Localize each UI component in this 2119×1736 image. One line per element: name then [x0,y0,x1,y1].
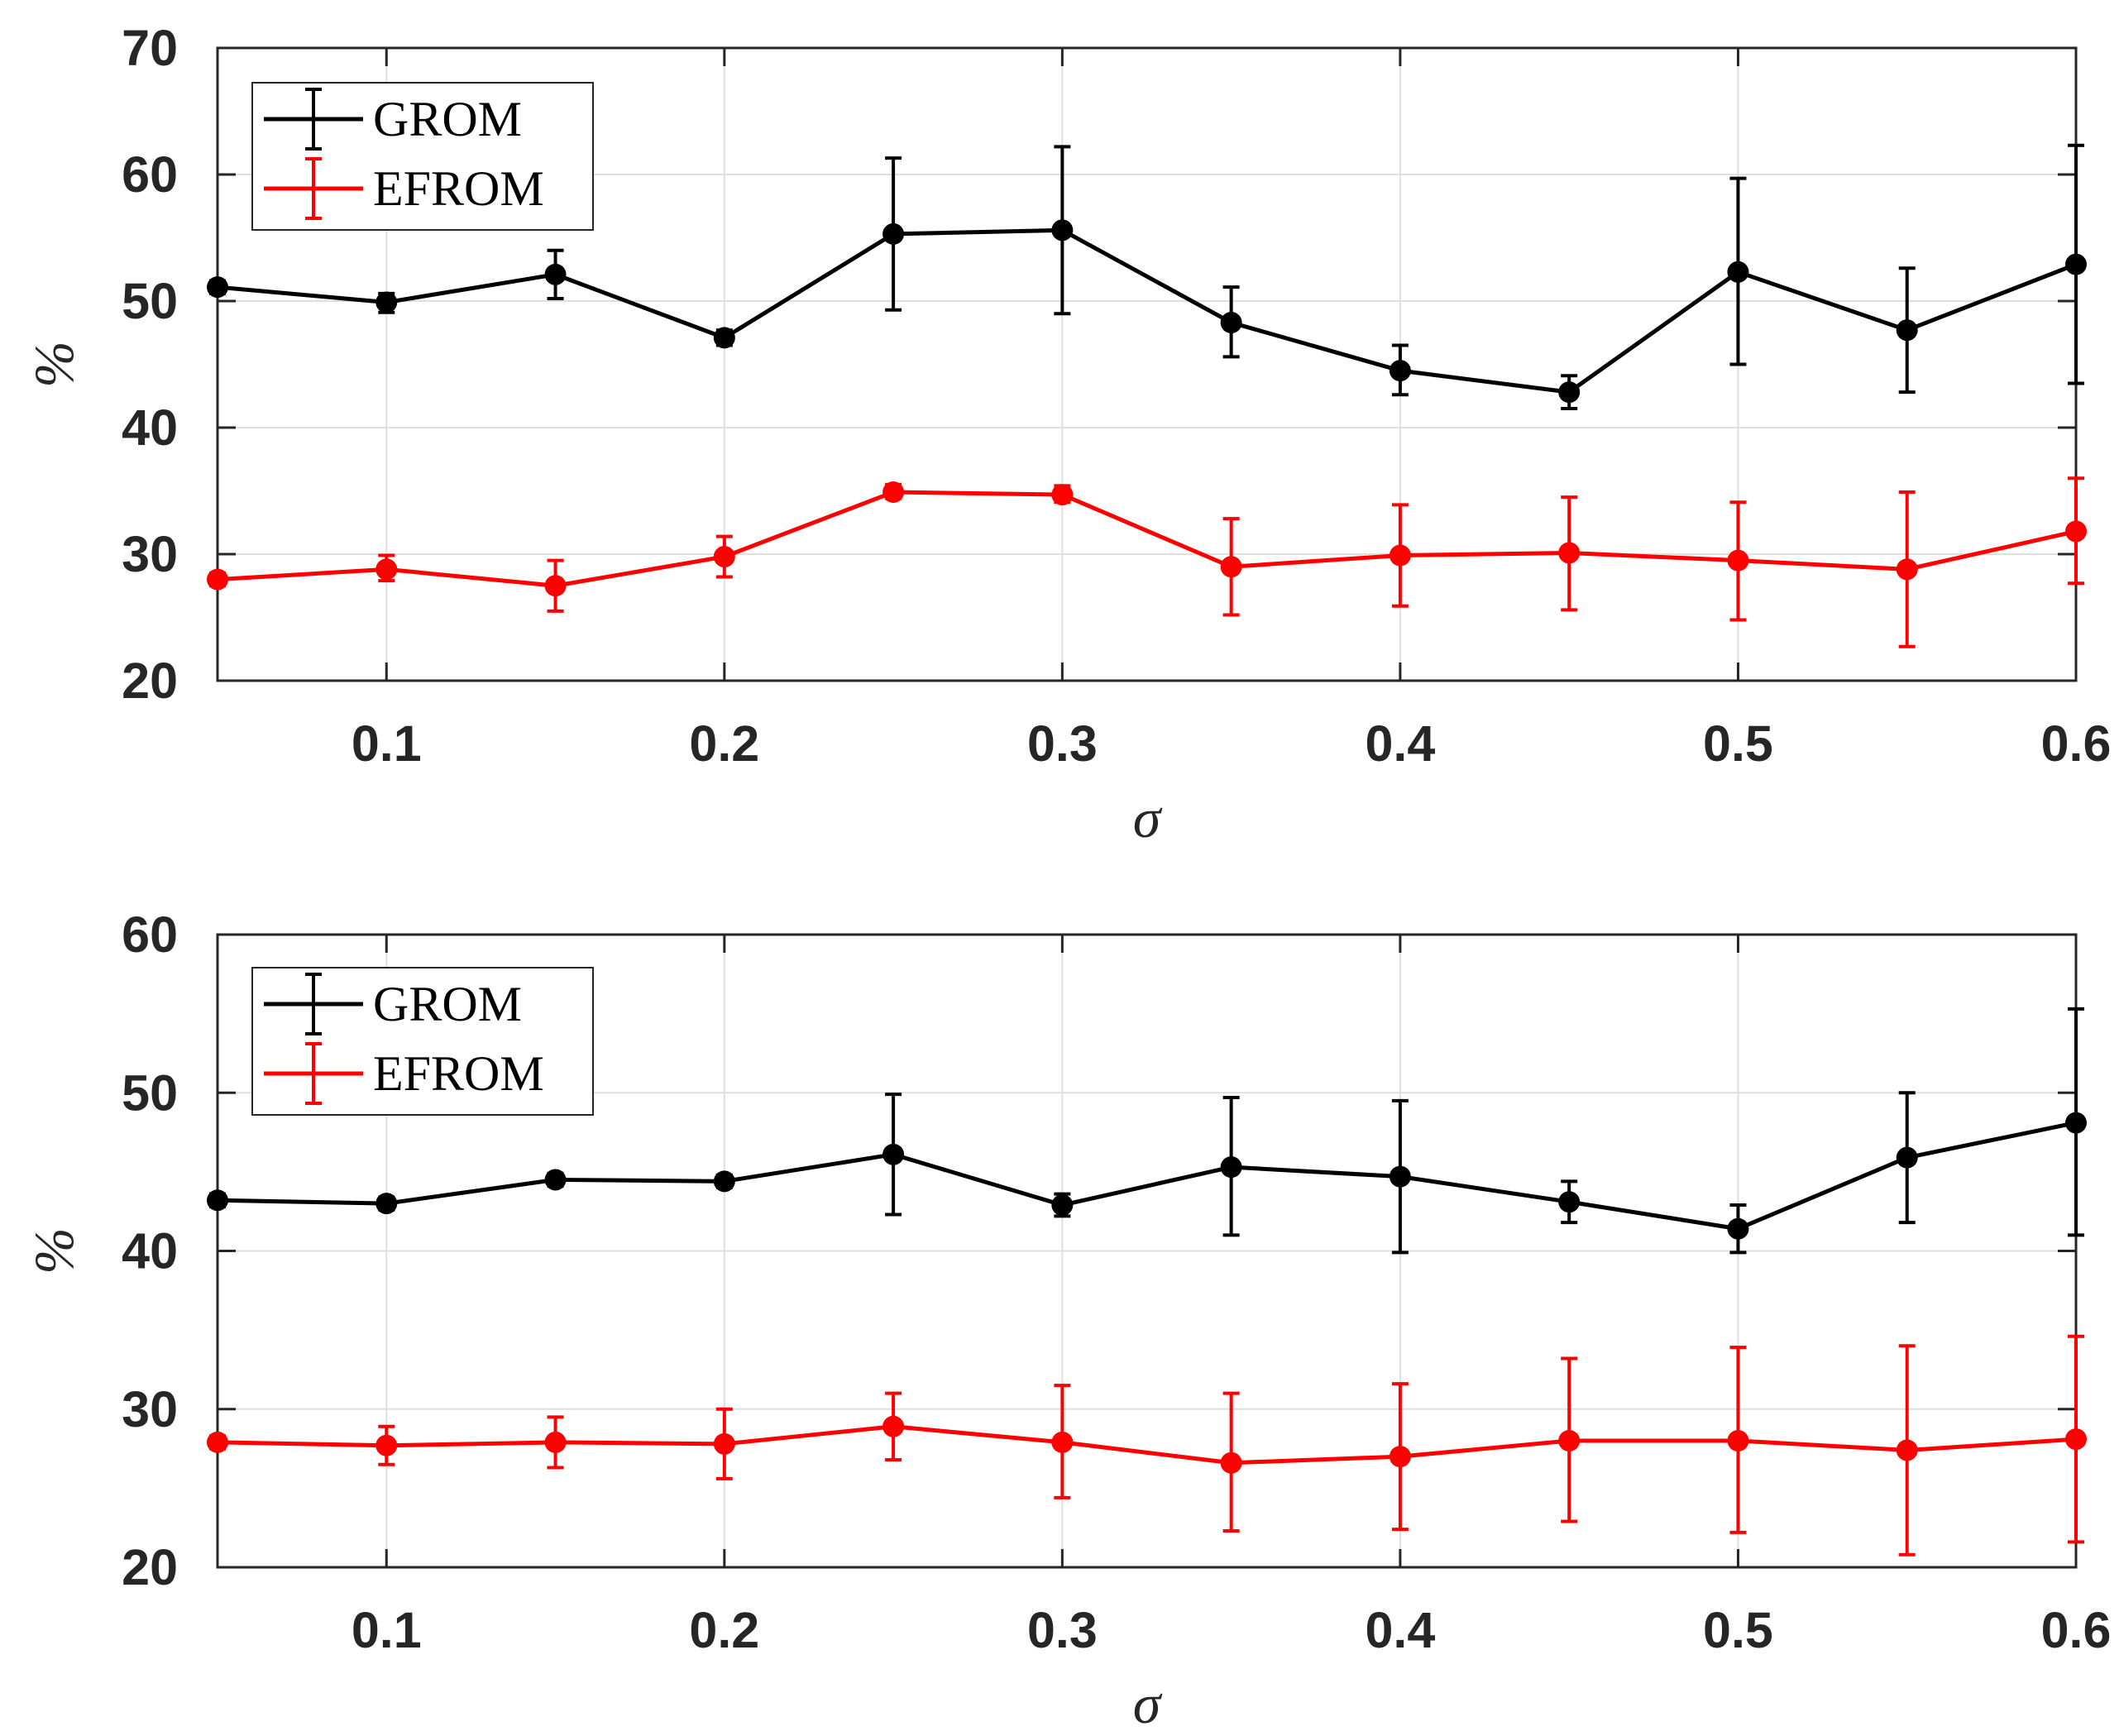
x-tick-label: 0.2 [689,715,759,772]
data-point [375,291,398,313]
x-tick-label: 0.3 [1027,1602,1098,1658]
data-point [883,1143,905,1165]
x-tick-label: 0.3 [1027,715,1098,772]
data-point [883,1415,905,1437]
data-point [2065,1112,2087,1134]
data-point [544,1169,567,1191]
data-point [1558,1430,1581,1451]
series-grom [207,143,2087,411]
x-tick-label: 0.6 [2041,715,2112,772]
data-point [544,575,567,597]
x-tick-label: 0.5 [1703,715,1773,772]
y-tick-label: 20 [122,653,178,709]
series-efrom [207,1334,2087,1557]
data-point [544,1431,567,1453]
data-point [375,1434,398,1456]
data-point [375,1193,398,1215]
legend-label: EFROM [373,161,544,216]
x-tick-label: 0.4 [1366,1602,1436,1658]
series-efrom [207,476,2087,648]
legend-box [251,967,594,1116]
data-point [713,327,735,349]
legend-label: GROM [373,977,522,1031]
data-point [883,481,905,504]
y-tick-label: 30 [122,1381,178,1437]
y-tick-label: 70 [122,20,178,76]
data-point [2065,520,2087,543]
chart-bottom: 0.1 0.2 0.3 0.4 0.5 0.6 20 30 40 50 60 σ% GROM EFROM [22,906,2111,1735]
data-point [1051,219,1074,242]
series-line [217,227,2077,395]
data-point [1051,484,1074,506]
x-tick-label: 0.5 [1703,1602,1773,1658]
data-point [1389,544,1411,567]
x-tick-label: 0.6 [2041,1602,2112,1658]
series-grom [207,1007,2087,1255]
data-point [1896,1439,1918,1461]
legend-box [251,82,594,231]
x-tick-label: 0.2 [689,1602,759,1658]
data-point [2065,253,2087,275]
series-line [217,1424,2077,1466]
y-tick-label: 50 [122,1064,178,1121]
data-point [207,276,228,299]
legend-label: EFROM [373,1046,544,1101]
data-point [1558,542,1581,564]
data-point [1727,549,1749,571]
data-point [207,1431,228,1453]
data-point [713,1432,735,1455]
data-point [713,1170,735,1193]
data-point [1389,1165,1411,1188]
data-point [2065,1428,2087,1451]
x-tick-label: 0.1 [352,1602,422,1658]
data-point [1727,1217,1749,1240]
y-tick-label: 40 [122,1223,178,1279]
data-point [1389,360,1411,382]
data-point [1389,1446,1411,1468]
data-point [1896,319,1918,342]
x-tick-label: 0.1 [352,715,422,772]
legend-label: GROM [373,92,522,146]
legend: GROM EFROM [251,967,594,1116]
data-point [1220,1156,1242,1179]
legend: GROM EFROM [251,82,594,231]
data-point [1727,1430,1749,1451]
data-point [1727,261,1749,283]
data-point [1220,1451,1242,1474]
data-point [1051,1431,1074,1453]
data-point [1896,1146,1918,1169]
y-tick-label: 60 [122,146,178,203]
y-tick-label: 40 [122,399,178,456]
y-axis-title: % [22,1227,85,1275]
y-tick-label: 50 [122,273,178,329]
data-point [1896,558,1918,581]
y-tick-label: 30 [122,526,178,582]
data-point [1220,556,1242,578]
series-line [217,1121,2077,1231]
data-point [1220,312,1242,334]
data-point [375,558,398,581]
data-point [713,546,735,568]
chart-top: 0.1 0.2 0.3 0.4 0.5 0.6 20 30 40 50 60 70 σ% GROM EFRO… [22,20,2111,849]
data-point [207,568,228,591]
data-point [207,1189,228,1212]
y-axis-title: % [22,341,85,388]
data-point [1558,381,1581,404]
y-tick-label: 20 [122,1539,178,1595]
y-tick-label: 60 [122,906,178,963]
series-line [217,490,2077,588]
x-axis-title: σ [1133,787,1163,849]
data-point [1051,1194,1074,1217]
data-point [1558,1191,1581,1213]
data-point [883,222,905,245]
x-tick-label: 0.4 [1366,715,1436,772]
x-axis-title: σ [1133,1672,1163,1735]
data-point [544,263,567,285]
